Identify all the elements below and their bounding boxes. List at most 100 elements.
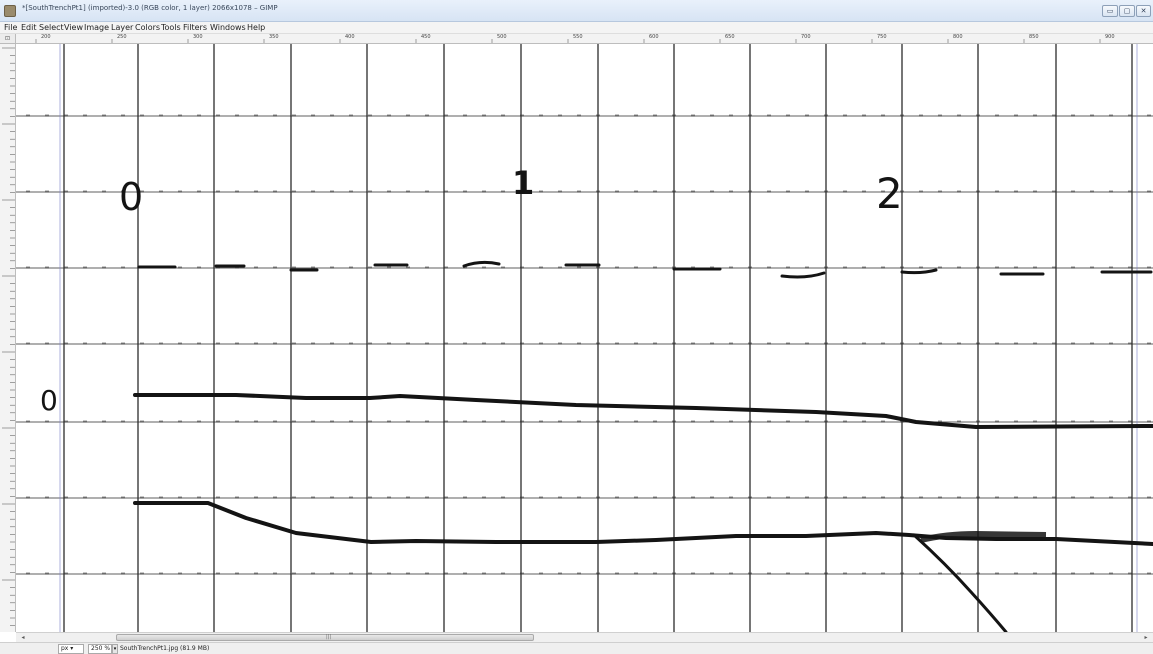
- zoom-field[interactable]: 250 %: [88, 644, 112, 654]
- menu-colors[interactable]: Colors: [135, 23, 161, 32]
- grid-dot: [995, 420, 999, 423]
- vertical-ruler[interactable]: [0, 44, 16, 632]
- grid-dot: [634, 190, 638, 193]
- grid-dot: [425, 342, 429, 345]
- grid-dot: [957, 420, 961, 423]
- grid-dot: [1033, 496, 1037, 499]
- grid-dot: [729, 114, 733, 117]
- menu-edit[interactable]: Edit: [21, 23, 37, 32]
- grid-dot: [691, 114, 695, 117]
- scroll-thumb[interactable]: [116, 634, 534, 641]
- handwritten-one: 1: [512, 164, 534, 202]
- grid-dot: [273, 420, 277, 423]
- window-title: *[SouthTrenchPt1] (imported)-3.0 (RGB co…: [22, 4, 278, 12]
- grid-dot: [729, 496, 733, 499]
- scroll-left-button[interactable]: ◂: [21, 634, 25, 641]
- zoom-dropdown-button[interactable]: ▾: [112, 644, 118, 654]
- grid-dot: [634, 420, 638, 423]
- grid-dot: [995, 114, 999, 117]
- grid-dot: [83, 496, 87, 499]
- grid-dot: [235, 420, 239, 423]
- grid-dot: [824, 266, 828, 269]
- grid-dot: [881, 342, 885, 345]
- grid-dot: [520, 266, 524, 269]
- menu-select[interactable]: Select: [39, 23, 64, 32]
- descending-line: [912, 533, 1008, 632]
- grid-dot: [596, 342, 600, 345]
- grid-dot: [691, 420, 695, 423]
- menu-help[interactable]: Help: [247, 23, 266, 32]
- ruler-label: 850: [1029, 34, 1039, 40]
- grid-dot: [1147, 496, 1151, 499]
- grid-dot: [976, 572, 980, 575]
- grid-dot: [900, 420, 904, 423]
- gimp-app-icon[interactable]: [4, 5, 16, 17]
- menu-tools[interactable]: Tools: [161, 23, 181, 32]
- grid-dot: [197, 420, 201, 423]
- grid-dot: [121, 190, 125, 193]
- close-button[interactable]: ✕: [1136, 5, 1151, 17]
- grid-dot: [615, 572, 619, 575]
- grid-dot: [1090, 342, 1094, 345]
- grid-dot: [292, 420, 296, 423]
- grid-dot: [254, 420, 258, 423]
- ruler-corner-toggle[interactable]: ⊡: [0, 34, 16, 44]
- image-canvas[interactable]: 0 1 2 0: [16, 44, 1153, 632]
- horizontal-scrollbar[interactable]: ◂ ||| ▸: [16, 632, 1153, 642]
- grid-dot: [1071, 496, 1075, 499]
- menu-filters[interactable]: Filters: [183, 23, 207, 32]
- grid-dot: [843, 342, 847, 345]
- menu-image[interactable]: Image: [84, 23, 110, 32]
- grid-dot: [463, 572, 467, 575]
- grid-dot: [767, 496, 771, 499]
- menu-file[interactable]: File: [4, 23, 18, 32]
- grid-dot: [805, 114, 809, 117]
- status-bar: px ▾ 250 % ▾ SouthTrenchPt1.jpg (81.9 MB…: [0, 642, 1153, 654]
- grid-dot: [1109, 420, 1113, 423]
- grid-dot: [710, 572, 714, 575]
- grid-dot: [178, 342, 182, 345]
- ruler-label: 700: [801, 34, 811, 40]
- grid-dot: [577, 572, 581, 575]
- ruler-label: 450: [421, 34, 431, 40]
- grid-dot: [748, 266, 752, 269]
- grid-dot: [824, 190, 828, 193]
- grid-dot: [786, 266, 790, 269]
- grid-dot: [254, 342, 258, 345]
- grid-dot: [1033, 190, 1037, 193]
- menu-windows[interactable]: Windows: [210, 23, 246, 32]
- maximize-button[interactable]: ▢: [1119, 5, 1135, 17]
- minimize-button[interactable]: ▭: [1102, 5, 1118, 17]
- grid-dot: [558, 342, 562, 345]
- title-bar[interactable]: *[SouthTrenchPt1] (imported)-3.0 (RGB co…: [0, 0, 1153, 22]
- grid-dot: [482, 190, 486, 193]
- grid-dot: [862, 420, 866, 423]
- unit-select[interactable]: px ▾: [58, 644, 84, 654]
- menu-layer[interactable]: Layer: [111, 23, 134, 32]
- grid-dot: [634, 572, 638, 575]
- grid-dot: [216, 420, 220, 423]
- grid-dot: [881, 496, 885, 499]
- grid-dot: [121, 496, 125, 499]
- grid-dot: [900, 572, 904, 575]
- grid-dot: [64, 572, 68, 575]
- horizontal-ruler[interactable]: 200 250 300 350 400 450 500 550 600 650 …: [16, 34, 1153, 44]
- grid-dot: [1071, 342, 1075, 345]
- grid-dot: [64, 114, 68, 117]
- grid-dot: [330, 342, 334, 345]
- grid-dot: [311, 420, 315, 423]
- grid-dot: [501, 190, 505, 193]
- grid-dot: [45, 496, 49, 499]
- scroll-right-button[interactable]: ▸: [1144, 634, 1148, 641]
- menu-view[interactable]: View: [64, 23, 83, 32]
- grid-dot: [1147, 342, 1151, 345]
- grid-dot: [862, 342, 866, 345]
- grid-dot: [311, 266, 315, 269]
- grid-dot: [159, 496, 163, 499]
- grid-dot: [691, 342, 695, 345]
- grid-dot: [710, 342, 714, 345]
- grid-dot: [349, 114, 353, 117]
- grid-dot: [178, 572, 182, 575]
- grid-dot: [83, 420, 87, 423]
